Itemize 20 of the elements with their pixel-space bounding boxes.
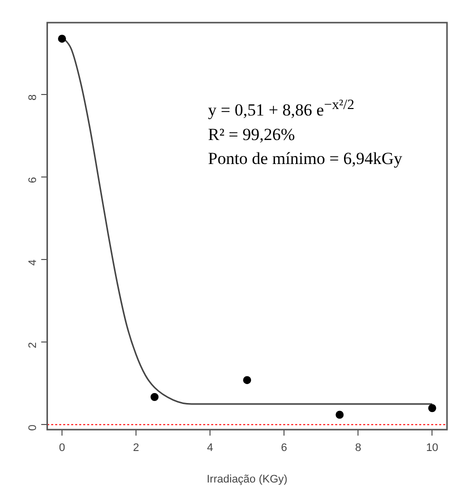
annotation: y = 0,51 + 8,86 e$^{−x²/2}$ — [208, 96, 356, 122]
point — [243, 376, 252, 384]
point — [58, 34, 66, 43]
x-tick-label: 6 — [281, 442, 288, 454]
point — [336, 410, 344, 419]
y-tick-label: 4 — [27, 260, 40, 266]
point — [428, 404, 436, 412]
y-tick-label: 8 — [27, 94, 40, 101]
y-tick-label: 2 — [27, 342, 40, 348]
y-tick-label: 6 — [27, 176, 40, 184]
y-tick-label: 0 — [27, 424, 40, 431]
x-tick-label: 4 — [207, 442, 214, 454]
annotation: Ponto de mínimo = 6,94kGy — [208, 148, 402, 170]
x-tick-label: 10 — [426, 442, 438, 454]
x-tick-label: 8 — [355, 442, 362, 454]
point — [150, 392, 159, 401]
x-tick-label: 2 — [132, 442, 140, 454]
x-tick-label: 0 — [58, 442, 66, 454]
annotation: R² = 99,26% — [208, 124, 296, 146]
x-axis-title: Irradiação (KGy) — [206, 473, 288, 486]
